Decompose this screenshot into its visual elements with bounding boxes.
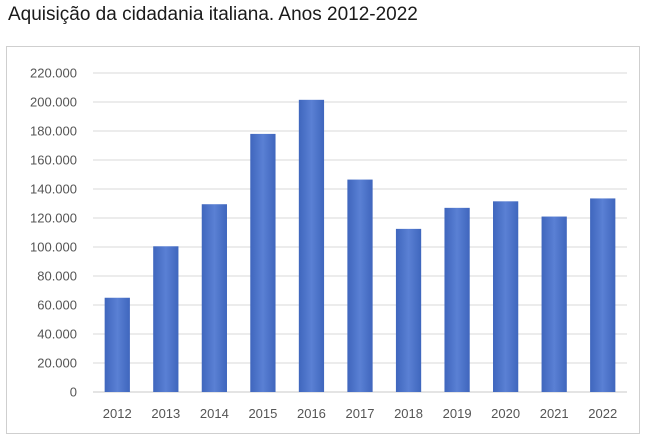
- bar-2022: [590, 198, 616, 392]
- x-tick-label: 2021: [540, 406, 569, 421]
- y-tick-label: 20.000: [37, 356, 77, 371]
- x-tick-label: 2015: [248, 406, 277, 421]
- x-tick-label: 2017: [346, 406, 375, 421]
- x-tick-label: 2018: [394, 406, 423, 421]
- bar-2016: [298, 99, 325, 392]
- y-tick-label: 200.000: [30, 95, 77, 110]
- x-tick-label: 2013: [151, 406, 180, 421]
- y-tick-label: 40.000: [37, 327, 77, 342]
- chart-title: Aquisição da cidadania italiana. Anos 20…: [8, 4, 418, 25]
- y-tick-label: 60.000: [37, 298, 77, 313]
- x-axis-ticks: 2012 2013 2014 2015 2016 2017 2018 2019 2020 2021…: [103, 406, 617, 421]
- y-axis-ticks: 0 20.000 40.000 60.000 80.000 100.000 120.000 1…: [30, 66, 77, 400]
- x-tick-label: 2019: [443, 406, 472, 421]
- x-tick-label: 2020: [491, 406, 520, 421]
- y-tick-label: 160.000: [30, 153, 77, 168]
- bar-2012: [104, 297, 130, 392]
- bar-2021: [541, 216, 567, 392]
- y-tick-label: 120.000: [30, 211, 77, 226]
- y-tick-label: 140.000: [30, 182, 77, 197]
- y-tick-label: 0: [70, 385, 77, 400]
- bar-2017: [347, 179, 373, 392]
- y-tick-label: 220.000: [30, 66, 77, 81]
- x-tick-label: 2022: [588, 406, 617, 421]
- bar-2019: [444, 207, 470, 392]
- y-tick-label: 180.000: [30, 124, 77, 139]
- x-tick-label: 2014: [200, 406, 229, 421]
- bar-2013: [153, 246, 179, 392]
- x-tick-label: 2016: [297, 406, 326, 421]
- bar-2018: [395, 228, 422, 392]
- x-tick-label: 2012: [103, 406, 132, 421]
- bar-2015: [250, 133, 276, 392]
- y-tick-label: 80.000: [37, 269, 77, 284]
- bar-2020: [493, 201, 519, 392]
- bar-2014: [201, 204, 227, 392]
- y-tick-label: 100.000: [30, 240, 77, 255]
- bars: [104, 99, 616, 392]
- bar-chart: 0 20.000 40.000 60.000 80.000 100.000 120.000 1…: [30, 66, 627, 421]
- chart-frame: 0 20.000 40.000 60.000 80.000 100.000 120.000 1…: [6, 46, 640, 434]
